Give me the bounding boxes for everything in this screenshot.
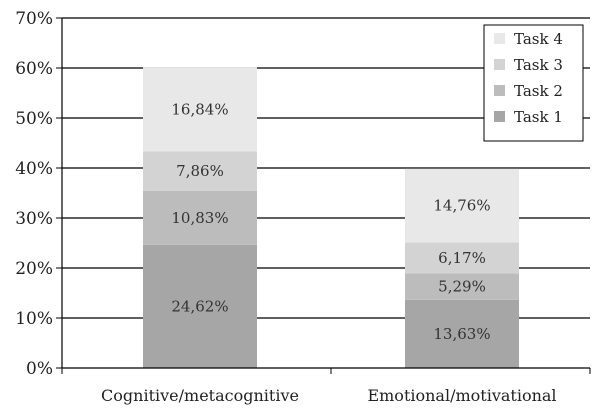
legend-swatch [494, 111, 505, 122]
legend-swatch [494, 33, 505, 44]
legend-label: Task 2 [514, 82, 563, 100]
axes: 0% 10% 20% 30% 40% 50% 60% 70% Cognitive/metacog… [15, 9, 591, 405]
data-label: 7,86% [176, 162, 224, 180]
x-tick-label: Emotional/motivational [367, 386, 556, 405]
bar-segment [405, 242, 519, 274]
y-tick-label: 60% [15, 59, 53, 79]
y-tick-label: 50% [15, 109, 53, 129]
data-label: 5,29% [438, 278, 486, 296]
legend-swatch [494, 85, 505, 96]
y-tick-label: 10% [15, 309, 53, 329]
legend-label: Task 3 [514, 56, 563, 74]
bar-segment [405, 299, 519, 368]
y-tick-label: 70% [15, 9, 53, 29]
y-tick-label: 30% [15, 209, 53, 229]
bar-segment [143, 67, 257, 152]
bars: 24,62% 10,83% 7,86% 16,84% 13,63% 5,29% 6,17% 1… [143, 67, 519, 368]
data-label: 14,76% [433, 197, 490, 215]
bar-segment [405, 273, 519, 300]
legend-label: Task 1 [514, 108, 563, 126]
bar-segment [405, 168, 519, 243]
y-tick-label: 0% [26, 359, 53, 379]
legend: Task 4 Task 3 Task 2 Task 1 [483, 24, 584, 142]
bar-segment [143, 151, 257, 191]
data-label: 10,83% [171, 209, 228, 227]
data-label: 13,63% [433, 325, 490, 343]
legend-swatch [494, 59, 505, 70]
bar-segment [143, 190, 257, 245]
data-label: 24,62% [171, 297, 228, 315]
y-tick-label: 40% [15, 159, 53, 179]
data-label: 6,17% [438, 249, 486, 267]
bar-segment [143, 244, 257, 368]
y-tick-label: 20% [15, 259, 53, 279]
legend-label: Task 4 [514, 30, 563, 48]
x-tick-label: Cognitive/metacognitive [101, 386, 299, 405]
data-label: 16,84% [171, 100, 228, 118]
